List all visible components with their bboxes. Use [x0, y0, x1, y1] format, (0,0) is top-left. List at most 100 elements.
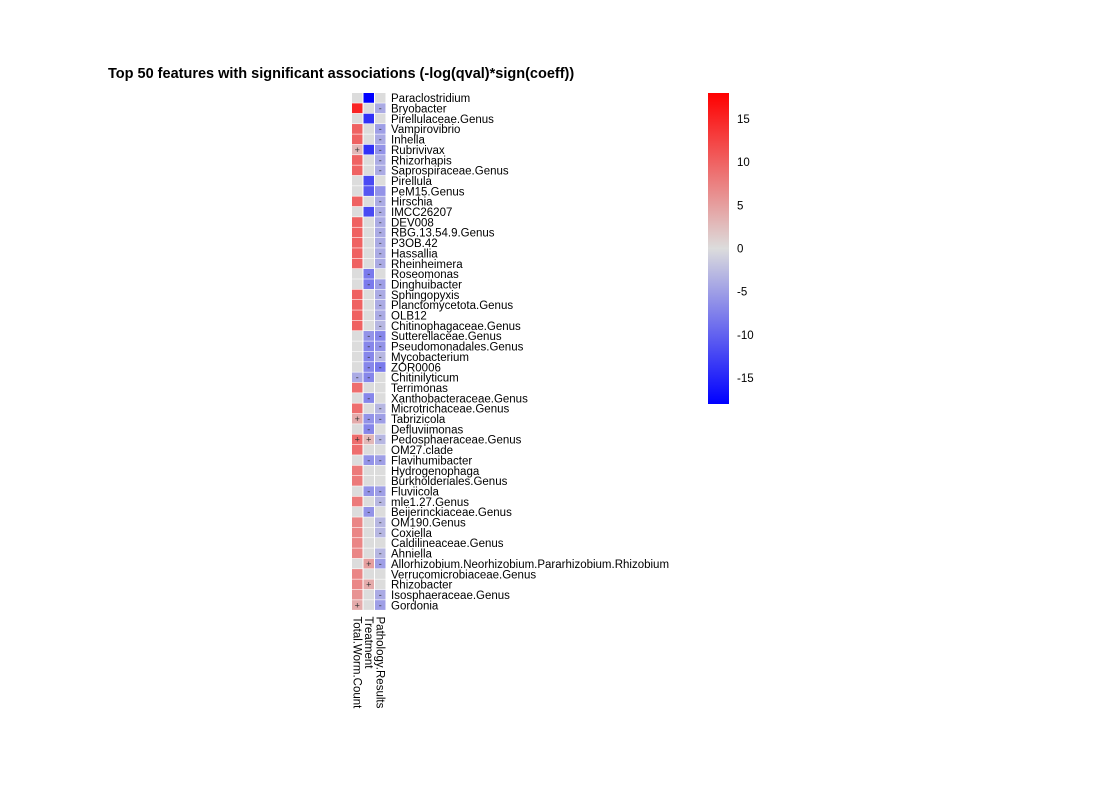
heatmap-cell	[363, 393, 374, 403]
row-label: Fluviicola	[391, 486, 440, 498]
column-label: Treatment	[362, 617, 374, 670]
cell-sign-label: -	[379, 404, 382, 414]
heatmap-cell	[375, 320, 386, 331]
heatmap-cell	[375, 310, 386, 321]
row-label: IMCC26207	[391, 207, 452, 219]
row-label: Dinghuibacter	[391, 279, 462, 291]
heatmap-cell	[352, 465, 363, 476]
heatmap-cell	[352, 372, 363, 383]
heatmap-cell	[363, 424, 374, 434]
heatmap-cell	[352, 475, 363, 486]
cell-sign-label: -	[379, 124, 382, 134]
cell-sign-label: -	[379, 259, 382, 269]
heatmap-cell	[375, 217, 386, 227]
row-label: Hassallia	[391, 248, 438, 260]
heatmap-cell	[375, 413, 386, 424]
heatmap-cell	[363, 248, 374, 258]
heatmap-cell	[363, 486, 374, 497]
heatmap-cell	[352, 186, 363, 196]
heatmap-cell	[375, 258, 386, 269]
cell-sign-label: -	[379, 135, 382, 145]
heatmap-cell	[352, 134, 363, 145]
heatmap-cell	[352, 268, 363, 279]
cell-sign-label: -	[367, 486, 370, 496]
heatmap-cell	[363, 527, 374, 538]
heatmap-cell	[375, 496, 386, 507]
heatmap-cell	[363, 444, 374, 455]
row-label: Hirschia	[391, 197, 433, 209]
heatmap-cell	[375, 403, 386, 414]
row-label: Sphingopyxis	[391, 290, 460, 302]
heatmap-cell	[352, 569, 363, 579]
row-label: Pedosphaeraceae.Genus	[391, 435, 522, 447]
heatmap-cell	[352, 237, 363, 248]
heatmap-cell	[375, 517, 386, 528]
heatmap-cell	[375, 134, 386, 145]
cell-sign-label: -	[379, 207, 382, 217]
heatmap-cell	[363, 331, 374, 341]
cell-sign-label: -	[379, 166, 382, 176]
row-label: Allorhizobium.Neorhizobium.Pararhizobium…	[391, 559, 669, 571]
row-label: Mycobacterium	[391, 352, 469, 364]
heatmap-cell	[363, 113, 374, 124]
heatmap-cell	[375, 486, 386, 497]
cell-sign-label: -	[379, 155, 382, 165]
cell-sign-label: -	[379, 290, 382, 300]
heatmap-cell	[363, 237, 374, 248]
heatmap-cell	[375, 600, 386, 610]
color-legend: 15 10 5 0 -5 -10 -15	[708, 93, 754, 404]
heatmap-cell	[352, 424, 363, 434]
row-label: Coxiella	[391, 528, 433, 540]
legend-tick-label: -15	[737, 373, 754, 385]
heatmap-cell	[363, 465, 374, 476]
cell-sign-label: -	[367, 414, 370, 424]
heatmap-cell	[352, 320, 363, 331]
heatmap-cell	[363, 569, 374, 579]
heatmap-cell	[352, 331, 363, 341]
heatmap-cell	[352, 362, 363, 372]
cell-sign-label: -	[379, 104, 382, 114]
heatmap-cell	[363, 351, 374, 362]
row-labels: ParaclostridiumBryobacterPirellulaceae.G…	[391, 93, 669, 612]
heatmap-cell	[352, 455, 363, 465]
cell-sign-label: -	[367, 331, 370, 341]
heatmap-cell	[375, 144, 386, 155]
column-label: Pathology.Results	[373, 617, 385, 709]
column-label: Total.Worm.Count	[350, 617, 362, 710]
heatmap-cell	[375, 268, 386, 279]
heatmap-cell	[352, 300, 363, 310]
heatmap-cell	[363, 507, 374, 517]
heatmap-cells: ---+ ------------ ------ -- -- -- -- ---+ - --+ + -…	[352, 93, 386, 610]
heatmap-cell	[363, 217, 374, 227]
heatmap-cell	[363, 165, 374, 176]
heatmap-cell	[363, 548, 374, 559]
row-label: PeM15.Genus	[391, 186, 465, 198]
heatmap-cell	[375, 248, 386, 258]
legend-tick-label: 10	[737, 157, 750, 169]
heatmap-cell	[375, 186, 386, 196]
heatmap-cell	[352, 279, 363, 290]
cell-sign-label: -	[367, 352, 370, 362]
heatmap-cell	[375, 393, 386, 403]
legend-tick-label: 5	[737, 200, 743, 212]
row-label: Pirellulaceae.Genus	[391, 114, 494, 126]
heatmap-cell	[363, 434, 374, 445]
cell-sign-label: -	[367, 455, 370, 465]
row-label: Pirellula	[391, 176, 433, 188]
cell-sign-label: -	[367, 507, 370, 517]
cell-sign-label: -	[379, 455, 382, 465]
heatmap-cell	[352, 155, 363, 165]
cell-sign-label: -	[379, 321, 382, 331]
heatmap-cell	[375, 362, 386, 372]
heatmap-cell	[352, 413, 363, 424]
cell-sign-label: -	[379, 228, 382, 238]
row-label: Sutterellaceae.Genus	[391, 331, 502, 343]
cell-sign-label: -	[379, 331, 382, 341]
heatmap-cell	[363, 144, 374, 155]
cell-sign-label: -	[379, 414, 382, 424]
heatmap-cell	[352, 227, 363, 238]
heatmap-cell	[352, 558, 363, 569]
cell-sign-label: -	[367, 362, 370, 372]
heatmap-cell	[375, 579, 386, 590]
cell-sign-label: +	[355, 145, 360, 155]
